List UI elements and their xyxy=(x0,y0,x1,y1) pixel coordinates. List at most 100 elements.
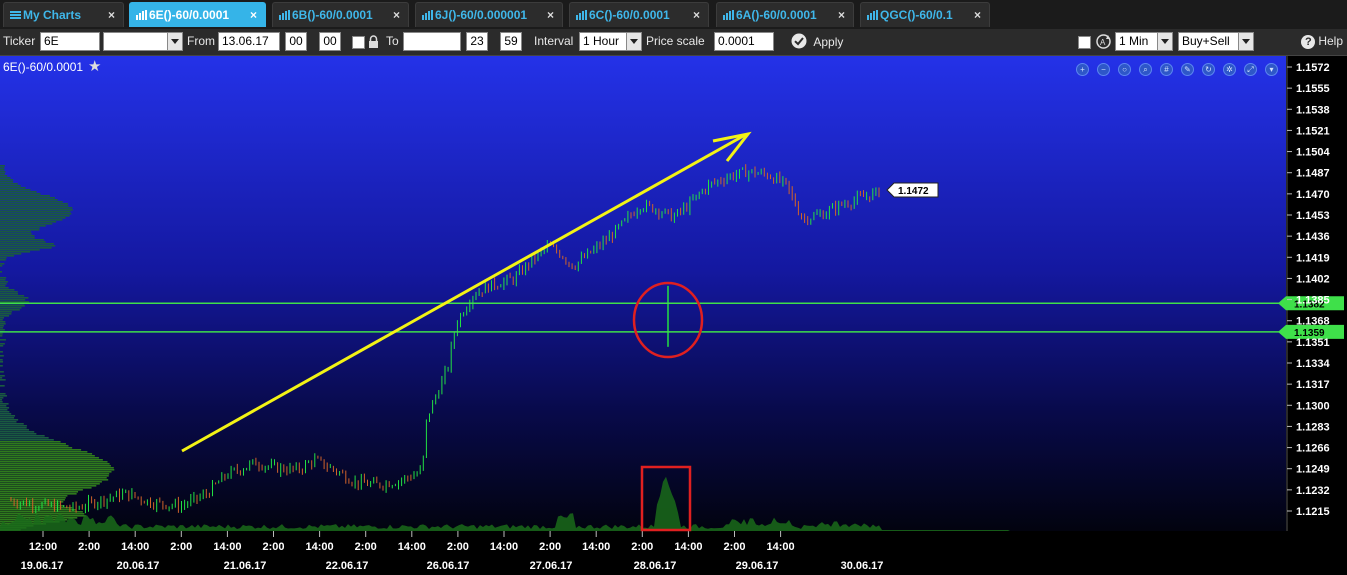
volume-profile-bar xyxy=(0,245,56,247)
volume-profile-bar xyxy=(0,397,4,399)
volume-profile-bar xyxy=(0,449,82,451)
auto-refresh-icon[interactable]: A xyxy=(1095,33,1112,53)
detach-icon[interactable]: ⤢ xyxy=(1244,63,1257,76)
volume-profile-bar xyxy=(0,417,15,419)
close-icon[interactable]: × xyxy=(692,8,700,22)
check-circle-icon xyxy=(791,33,807,52)
ticker-input[interactable]: 6E xyxy=(40,32,100,51)
volume-profile-bar xyxy=(0,493,77,495)
favorite-star-icon[interactable]: ★ xyxy=(88,58,102,75)
close-icon[interactable]: × xyxy=(973,8,981,22)
mode-select[interactable]: Buy+Sell xyxy=(1178,32,1254,51)
settings-icon[interactable]: ✲ xyxy=(1223,63,1236,76)
chevron-down-icon[interactable] xyxy=(626,33,641,50)
price-tick-label: 1.1572 xyxy=(1296,62,1330,74)
close-icon[interactable]: × xyxy=(392,8,400,22)
search-icon[interactable]: ⌕ xyxy=(1139,63,1152,76)
volume-histogram xyxy=(0,476,1010,531)
tab-6e[interactable]: 6E()-60/0.0001 × xyxy=(129,2,266,27)
price-scale-input[interactable]: 0.0001 xyxy=(714,32,774,51)
apply-button[interactable]: Apply xyxy=(791,33,843,51)
volume-profile-bar xyxy=(0,169,5,171)
level-price-label: 1.1359 xyxy=(1294,328,1325,339)
auto-update-checkbox[interactable] xyxy=(1078,36,1091,49)
from-date-input[interactable]: 13.06.17 xyxy=(218,32,280,51)
tab-my-charts[interactable]: My Charts × xyxy=(3,2,124,27)
to-minute-input[interactable]: 59 xyxy=(500,32,522,51)
volume-profile-bar xyxy=(0,439,54,441)
volume-profile-bar xyxy=(0,343,5,345)
tab-6j[interactable]: 6J()-60/0.000001 × xyxy=(415,2,563,27)
price-tick-label: 1.1470 xyxy=(1296,189,1330,201)
from-minute-input[interactable]: 00 xyxy=(319,32,341,51)
price-tick-label: 1.1232 xyxy=(1296,485,1330,497)
volume-profile-bar xyxy=(0,175,8,177)
volume-profile-bar xyxy=(0,271,3,273)
date-tick-label: 26.06.17 xyxy=(427,560,470,572)
interval-select[interactable]: 1 Hour xyxy=(579,32,642,51)
chevron-down-icon[interactable] xyxy=(167,33,182,50)
volume-profile-bar xyxy=(0,313,12,315)
chevron-down-icon[interactable] xyxy=(1157,33,1172,50)
date-tick-label: 21.06.17 xyxy=(224,560,267,572)
zoom-reset-icon[interactable]: ○ xyxy=(1118,63,1131,76)
price-tick-label: 1.1215 xyxy=(1296,506,1330,518)
tab-label: 6E()-60/0.0001 xyxy=(149,8,230,22)
volume-profile-bar xyxy=(0,295,25,297)
tab-label: 6B()-60/0.0001 xyxy=(292,8,373,22)
volume-profile-bar xyxy=(0,257,7,259)
from-label: From xyxy=(187,34,215,48)
volume-profile-bar xyxy=(0,423,24,425)
chevron-down-icon[interactable] xyxy=(1238,33,1253,50)
volume-profile-bar xyxy=(0,193,41,195)
to-hour-input[interactable]: 23 xyxy=(466,32,488,51)
to-date-input[interactable] xyxy=(403,32,461,51)
grid-icon[interactable]: # xyxy=(1160,63,1173,76)
volume-profile-bar xyxy=(0,339,6,341)
tab-6c[interactable]: 6C()-60/0.0001 × xyxy=(569,2,709,27)
volume-profile-bar xyxy=(0,263,5,265)
tab-label: QGC()-60/0.1 xyxy=(880,8,953,22)
volume-profile-bar xyxy=(0,427,27,429)
close-icon[interactable]: × xyxy=(837,8,845,22)
volume-profile-bar xyxy=(0,365,3,367)
refresh-icon[interactable]: ↻ xyxy=(1202,63,1215,76)
help-label: Help xyxy=(1318,34,1343,48)
volume-profile-bar xyxy=(0,165,5,167)
close-icon[interactable]: × xyxy=(249,8,257,22)
tab-label: 6A()-60/0.0001 xyxy=(736,8,817,22)
price-tick-label: 1.1249 xyxy=(1296,464,1330,476)
bar-chart-icon xyxy=(422,4,433,20)
from-hour-input[interactable]: 00 xyxy=(285,32,307,51)
tab-6a[interactable]: 6A()-60/0.0001 × xyxy=(716,2,854,27)
ticker-dropdown[interactable] xyxy=(103,32,183,51)
chevron-down-icon[interactable]: ▾ xyxy=(1265,63,1278,76)
auto-interval-select[interactable]: 1 Min xyxy=(1115,32,1173,51)
volume-profile-bar xyxy=(0,227,40,229)
price-scale-label: Price scale xyxy=(646,34,705,48)
volume-profile-bar xyxy=(0,415,16,417)
volume-profile-bar xyxy=(0,351,3,353)
volume-profile-bar xyxy=(0,359,3,361)
volume-profile-bar xyxy=(0,481,102,483)
volume-profile-bar xyxy=(0,309,20,311)
tab-6b[interactable]: 6B()-60/0.0001 × xyxy=(272,2,409,27)
mode-value: Buy+Sell xyxy=(1182,34,1230,48)
price-tick-label: 1.1538 xyxy=(1296,104,1330,116)
volume-profile-bar xyxy=(0,305,25,307)
pencil-icon[interactable]: ✎ xyxy=(1181,63,1194,76)
volume-profile-bar xyxy=(0,253,22,255)
help-button[interactable]: ? Help xyxy=(1301,34,1343,49)
volume-profile-bar xyxy=(0,255,15,257)
zoom-out-icon[interactable]: − xyxy=(1097,63,1110,76)
time-tick-label: 14:00 xyxy=(213,541,241,553)
volume-profile-bar xyxy=(0,477,107,479)
tab-qgc[interactable]: QGC()-60/0.1 × xyxy=(860,2,990,27)
tab-label: My Charts xyxy=(23,8,82,22)
zoom-in-icon[interactable]: + xyxy=(1076,63,1089,76)
to-enable-checkbox[interactable] xyxy=(352,36,365,49)
close-icon[interactable]: × xyxy=(107,8,115,22)
close-icon[interactable]: × xyxy=(546,8,554,22)
volume-profile-bar xyxy=(0,361,4,363)
